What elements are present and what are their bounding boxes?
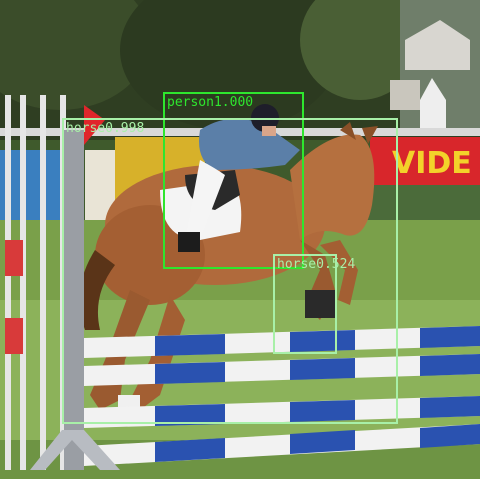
- detection-box-person: [163, 92, 304, 269]
- detection-label-horse-1: horse0.998: [66, 121, 145, 136]
- detection-box-horse-2: [273, 254, 337, 354]
- detection-box-horse-1: [62, 118, 398, 424]
- banner-text: VIDE: [392, 146, 472, 181]
- detection-label-horse-2: horse0.524: [277, 257, 356, 272]
- jump-poles: [84, 326, 480, 466]
- detection-label-person: person1.000: [167, 95, 254, 110]
